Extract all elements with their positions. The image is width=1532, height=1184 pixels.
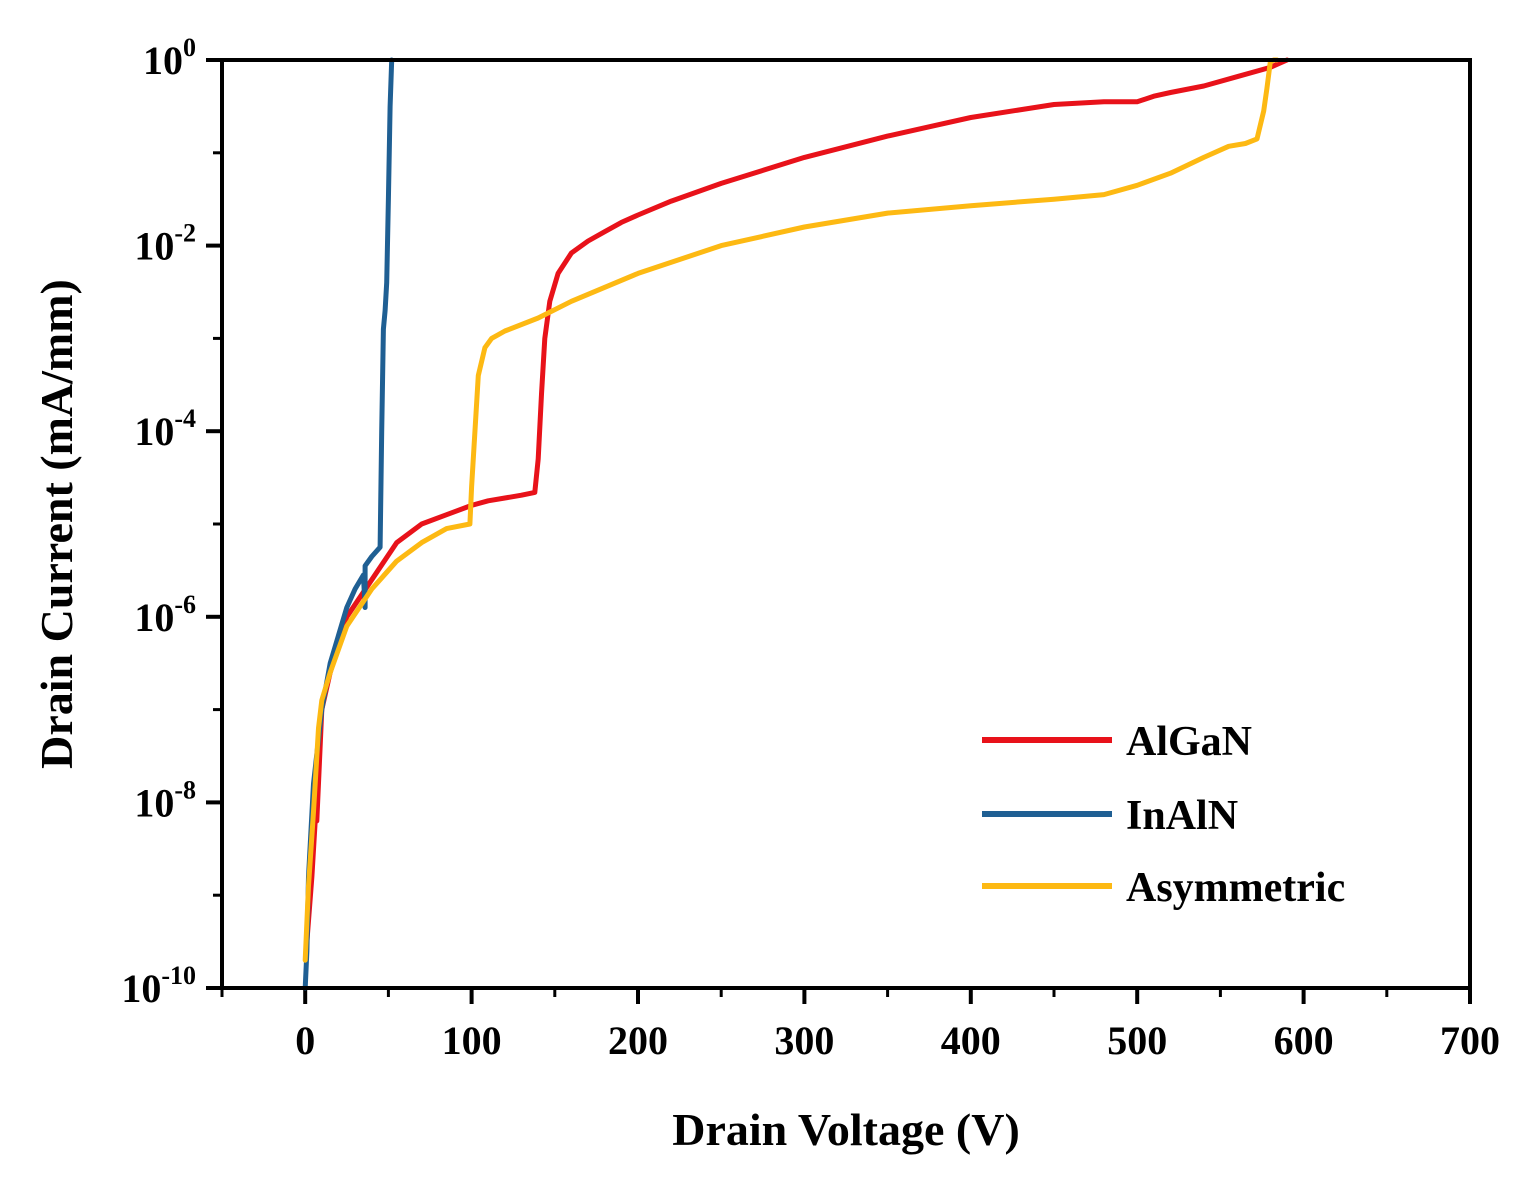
y-axis-ticks — [206, 58, 222, 990]
y-axis-tick-labels: 10-10 10-8 10-6 10-4 10-2 100 — [121, 33, 196, 1011]
x-tick-label: 100 — [442, 1018, 502, 1063]
legend-label-asymmetric: Asymmetric — [1126, 865, 1345, 911]
x-axis-tick-labels: 0 100 200 300 400 500 600 700 — [295, 1018, 1500, 1063]
y-tick-label: 10-2 — [134, 219, 196, 269]
x-tick-label: 500 — [1107, 1018, 1167, 1063]
x-tick-label: 200 — [608, 1018, 668, 1063]
y-tick-label: 10-8 — [134, 775, 196, 825]
x-tick-label: 400 — [941, 1018, 1001, 1063]
y-tick-label: 10-4 — [134, 404, 196, 454]
y-tick-label: 10-10 — [121, 961, 196, 1011]
x-tick-label: 300 — [774, 1018, 834, 1063]
legend-label-algan: AlGaN — [1126, 719, 1252, 765]
x-tick-label: 600 — [1274, 1018, 1334, 1063]
series-line-inaln — [302, 57, 395, 991]
legend: AlGaN InAlN Asymmetric — [982, 719, 1345, 911]
x-axis-ticks — [220, 988, 1472, 1004]
series-line-asymmetric — [302, 57, 1280, 963]
series-line-algan — [304, 57, 1290, 945]
y-axis-title: Drain Current (mA/mm) — [31, 279, 82, 769]
y-tick-label: 100 — [143, 33, 196, 83]
y-tick-label: 10-6 — [134, 590, 196, 640]
x-tick-label: 700 — [1440, 1018, 1500, 1063]
plot-lines — [302, 57, 1290, 991]
legend-label-inaln: InAlN — [1126, 793, 1238, 839]
x-tick-label: 0 — [295, 1018, 315, 1063]
plot-frame — [220, 58, 1472, 990]
x-axis-title: Drain Voltage (V) — [672, 1104, 1020, 1155]
